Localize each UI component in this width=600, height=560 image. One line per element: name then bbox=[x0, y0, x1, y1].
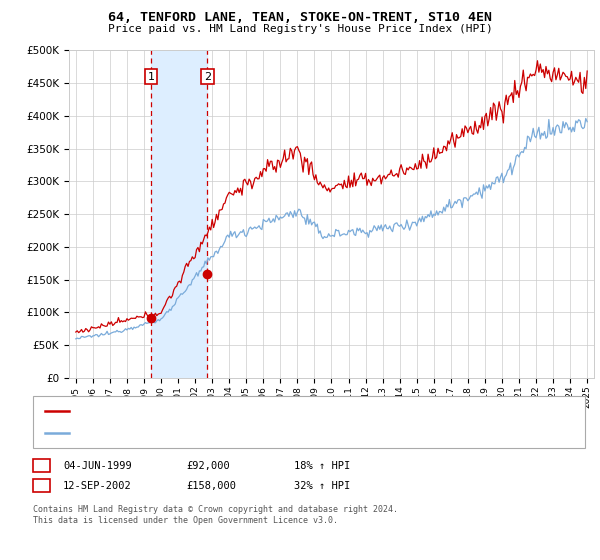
Text: 1: 1 bbox=[38, 461, 45, 471]
Text: 32% ↑ HPI: 32% ↑ HPI bbox=[294, 480, 350, 491]
Text: HPI: Average price, detached house, Staffordshire Moorlands: HPI: Average price, detached house, Staf… bbox=[72, 428, 419, 438]
Text: 64, TENFORD LANE, TEAN, STOKE-ON-TRENT, ST10 4EN: 64, TENFORD LANE, TEAN, STOKE-ON-TRENT, … bbox=[108, 11, 492, 24]
Text: 1: 1 bbox=[148, 72, 155, 82]
Text: £92,000: £92,000 bbox=[186, 461, 230, 471]
Text: 18% ↑ HPI: 18% ↑ HPI bbox=[294, 461, 350, 471]
Text: 64, TENFORD LANE, TEAN, STOKE-ON-TRENT, ST10 4EN (detached house): 64, TENFORD LANE, TEAN, STOKE-ON-TRENT, … bbox=[72, 405, 454, 416]
Text: 2: 2 bbox=[38, 480, 45, 491]
Text: 2: 2 bbox=[203, 72, 211, 82]
Text: Price paid vs. HM Land Registry's House Price Index (HPI): Price paid vs. HM Land Registry's House … bbox=[107, 24, 493, 34]
Bar bbox=[151, 50, 207, 378]
Text: 12-SEP-2002: 12-SEP-2002 bbox=[63, 480, 132, 491]
Text: 04-JUN-1999: 04-JUN-1999 bbox=[63, 461, 132, 471]
Text: Contains HM Land Registry data © Crown copyright and database right 2024.
This d: Contains HM Land Registry data © Crown c… bbox=[33, 505, 398, 525]
Text: £158,000: £158,000 bbox=[186, 480, 236, 491]
